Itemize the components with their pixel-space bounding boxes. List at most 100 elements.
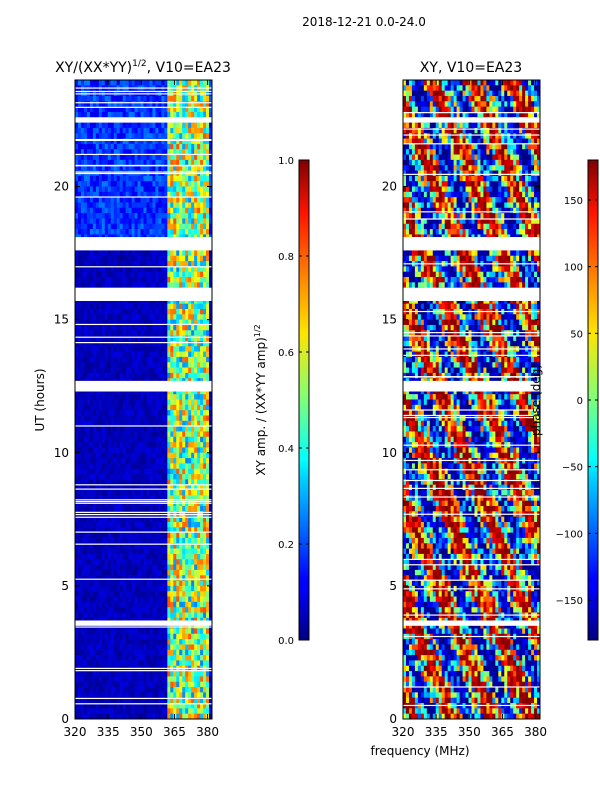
heatmap-cell (104, 223, 109, 230)
heatmap-cell (119, 138, 124, 145)
heatmap-cell (179, 80, 183, 86)
heatmap-cell (197, 133, 201, 139)
heatmap-cell (83, 521, 88, 528)
heatmap-cell (206, 106, 210, 113)
heatmap-cell (158, 218, 162, 225)
heatmap-cell (191, 484, 195, 491)
heatmap-cell (197, 436, 201, 443)
heatmap-cell (113, 106, 118, 113)
heatmap-cell (161, 442, 165, 448)
heatmap-cell (83, 95, 88, 102)
heatmap-cell (107, 330, 112, 336)
heatmap-cell (194, 367, 198, 374)
heatmap-cell (185, 591, 189, 597)
heatmap-cell (191, 479, 195, 486)
heatmap-cell (152, 175, 156, 182)
heatmap-cell (167, 607, 171, 613)
heatmap-cell (116, 133, 121, 139)
heatmap-cell (149, 474, 153, 480)
heatmap-cell (155, 80, 159, 86)
heatmap-cell (176, 218, 180, 225)
heatmap-cell (95, 261, 100, 267)
heatmap-cell (146, 564, 150, 571)
heatmap-cell (89, 138, 94, 145)
heatmap-cell (209, 628, 212, 635)
heatmap-cell (167, 442, 171, 448)
heatmap-cell (197, 623, 201, 629)
heatmap-cell (182, 564, 186, 571)
heatmap-cell (116, 415, 121, 422)
heatmap-cell (77, 298, 82, 305)
heatmap-cell (86, 143, 91, 150)
heatmap-cell (128, 436, 132, 443)
heatmap-cell (167, 537, 171, 544)
heatmap-cell (137, 479, 141, 486)
heatmap-cell (149, 633, 153, 640)
heatmap-cell (92, 197, 97, 203)
heatmap-cell (182, 399, 186, 406)
heatmap-cell (197, 223, 201, 230)
heatmap-cell (131, 463, 135, 470)
heatmap-cell (101, 111, 106, 118)
heatmap-cell (155, 426, 159, 432)
heatmap-cell (125, 490, 130, 496)
heatmap-cell (86, 138, 91, 145)
heatmap-cell (155, 362, 159, 368)
heatmap-cell (149, 436, 153, 443)
heatmap-cell (167, 223, 171, 230)
heatmap-cell (203, 324, 207, 331)
heatmap-cell (191, 521, 195, 528)
heatmap-cell (179, 628, 183, 635)
heatmap-cell (95, 277, 100, 283)
heatmap-cell (185, 399, 189, 406)
heatmap-cell (188, 436, 192, 443)
heatmap-cell (206, 165, 210, 171)
heatmap-cell (98, 362, 103, 368)
heatmap-cell (155, 601, 159, 608)
heatmap-cell (122, 633, 127, 640)
heatmap-cell (170, 277, 174, 283)
heatmap-cell (176, 186, 180, 193)
heatmap-cell (131, 644, 135, 651)
heatmap-cell (95, 431, 100, 438)
heatmap-cell (167, 569, 171, 576)
heatmap-cell (164, 484, 168, 491)
heatmap-cell (101, 623, 106, 629)
heatmap-cell (125, 527, 130, 534)
heatmap-cell (164, 250, 168, 257)
heatmap-cell (107, 639, 112, 645)
heatmap-cell (149, 591, 153, 597)
heatmap-cell (206, 95, 210, 102)
heatmap-cell (113, 484, 118, 491)
heatmap-cell (170, 644, 174, 651)
heatmap-cell (77, 580, 82, 587)
heatmap-cell (119, 207, 124, 214)
heatmap-cell (110, 271, 115, 278)
heatmap-cell (125, 372, 130, 379)
heatmap-cell (194, 426, 198, 432)
heatmap-cell (131, 404, 135, 411)
heatmap-cell (155, 399, 159, 406)
heatmap-cell (131, 521, 135, 528)
heatmap-cell (158, 388, 162, 395)
heatmap-cell (155, 649, 159, 656)
heatmap-cell (110, 181, 115, 187)
heatmap-cell (101, 95, 106, 102)
heatmap-cell (173, 420, 177, 427)
heatmap-cell (134, 314, 138, 321)
heatmap-cell (137, 372, 141, 379)
heatmap-cell (173, 394, 177, 400)
heatmap-cell (98, 649, 103, 656)
heatmap-cell (200, 127, 204, 134)
heatmap-cell (83, 495, 88, 502)
heatmap-cell (200, 367, 204, 374)
heatmap-cell (191, 553, 195, 560)
heatmap-cell (137, 633, 141, 640)
heatmap-cell (209, 362, 212, 368)
heatmap-cell (104, 420, 109, 427)
heatmap-cell (104, 639, 109, 645)
heatmap-cell (104, 596, 109, 603)
heatmap-cell (161, 431, 165, 438)
heatmap-cell (125, 479, 130, 486)
heatmap-cell (98, 202, 103, 209)
